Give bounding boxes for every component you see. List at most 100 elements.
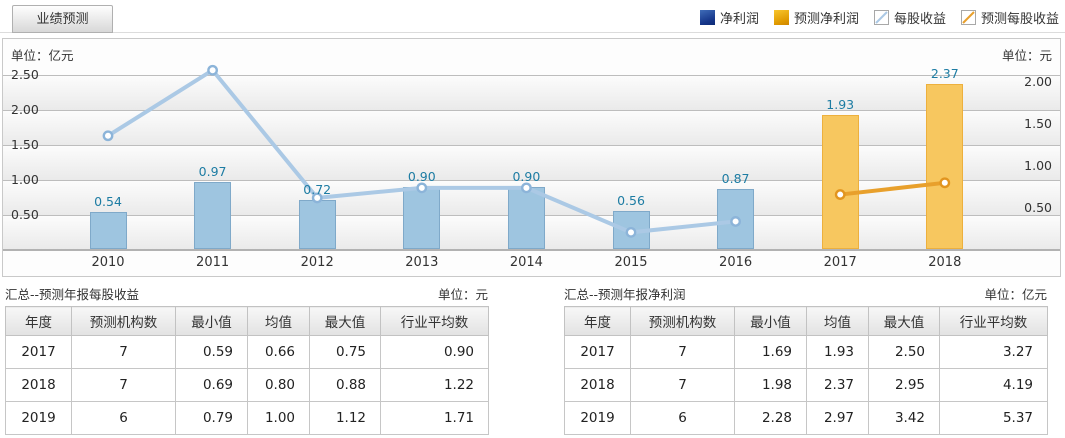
x-axis-label-2012: 2012 bbox=[300, 255, 334, 270]
chart-legend: 净利润 预测净利润 每股收益 预测每股收益 bbox=[699, 8, 1059, 27]
plot-band bbox=[3, 76, 1060, 110]
legend-item-forecast-net-profit[interactable]: 预测净利润 bbox=[773, 8, 859, 27]
table-row: 2019 6 0.79 1.00 1.12 1.71 bbox=[5, 401, 489, 435]
net-profit-bar-2013 bbox=[403, 187, 441, 249]
tab-performance-forecast[interactable]: 业绩预测 bbox=[12, 5, 113, 33]
table-row: 2018 7 1.98 2.37 2.95 4.19 bbox=[564, 368, 1048, 402]
bar-value-label: 0.72 bbox=[303, 181, 332, 197]
column-header: 年度 bbox=[564, 306, 631, 336]
net-profit-forecast-table: 年度 预测机构数 最小值 均值 最大值 行业平均数 2017 7 1.69 1.93 2.50 3.2… bbox=[564, 306, 1048, 435]
table-row: 2017 7 0.59 0.66 0.75 0.90 bbox=[5, 335, 489, 369]
column-header: 最大值 bbox=[868, 306, 940, 336]
column-header: 最小值 bbox=[734, 306, 807, 336]
table-cell: 5.37 bbox=[939, 401, 1048, 435]
gridline bbox=[3, 145, 1060, 146]
left-axis-tick-label: 2.00 bbox=[11, 102, 39, 117]
table-cell: 2018 bbox=[5, 368, 72, 402]
right-axis-unit-label: 单位：元 bbox=[1001, 48, 1052, 63]
eps-marker bbox=[207, 64, 219, 76]
net-profit-bar-2016 bbox=[717, 189, 755, 249]
bar-value-label: 0.90 bbox=[512, 169, 541, 184]
net-profit-swatch-icon bbox=[699, 10, 715, 25]
legend-label: 预测每股收益 bbox=[980, 12, 1059, 27]
table-title: 汇总--预测年报净利润 bbox=[564, 286, 686, 302]
table-cell: 3.42 bbox=[868, 401, 940, 435]
eps-forecast-summary: 汇总--预测年报每股收益 单位：元 年度 预测机构数 最小值 均值 最大值 行业平均数 20… bbox=[5, 280, 489, 435]
table-cell: 3.27 bbox=[939, 335, 1048, 369]
table-cell: 1.93 bbox=[806, 335, 869, 369]
table-cell: 1.12 bbox=[309, 401, 381, 435]
eps-forecast-table: 年度 预测机构数 最小值 均值 最大值 行业平均数 2017 7 0.59 0.66 0.75 0.9… bbox=[5, 306, 489, 435]
table-cell: 2.37 bbox=[806, 368, 869, 402]
column-header: 年度 bbox=[5, 306, 72, 336]
forecast-net-profit-bar-2018 bbox=[926, 84, 964, 249]
legend-label: 预测净利润 bbox=[793, 12, 859, 27]
table-cell: 0.90 bbox=[380, 335, 489, 369]
x-axis-label-2017: 2017 bbox=[823, 255, 857, 270]
table-cell: 1.00 bbox=[247, 401, 310, 435]
right-axis-tick-label: 1.50 bbox=[1024, 116, 1052, 131]
table-row: 2019 6 2.28 2.97 3.42 5.37 bbox=[564, 401, 1048, 435]
table-cell: 0.80 bbox=[247, 368, 310, 402]
column-header: 最小值 bbox=[175, 306, 248, 336]
bar-value-label: 0.54 bbox=[94, 194, 122, 210]
bar-value-label: 0.56 bbox=[617, 192, 645, 208]
table-cell: 0.69 bbox=[175, 368, 248, 402]
table-cell: 7 bbox=[630, 335, 735, 369]
table-cell: 0.79 bbox=[175, 401, 248, 435]
x-axis-label-2010: 2010 bbox=[91, 255, 125, 270]
left-axis-tick-label: 1.00 bbox=[11, 172, 39, 187]
x-axis-label-2014: 2014 bbox=[509, 255, 543, 270]
x-axis-label-2016: 2016 bbox=[719, 255, 753, 270]
x-axis-line bbox=[3, 249, 1060, 251]
forecast-eps-line-swatch-icon bbox=[960, 10, 976, 25]
table-cell: 1.22 bbox=[380, 368, 489, 402]
x-axis-label-2018: 2018 bbox=[928, 255, 962, 270]
bar-value-label: 0.97 bbox=[198, 164, 227, 180]
x-axis-label-2015: 2015 bbox=[614, 255, 648, 270]
table-title: 汇总--预测年报每股收益 bbox=[5, 286, 140, 302]
forecast-net-profit-bar-2017 bbox=[821, 114, 859, 249]
table-cell: 4.19 bbox=[939, 368, 1048, 402]
net-profit-bar-2015 bbox=[612, 210, 650, 249]
tab-label: 业绩预测 bbox=[36, 12, 89, 27]
right-axis-tick-label: 2.00 bbox=[1024, 74, 1052, 89]
table-cell: 1.98 bbox=[734, 368, 807, 402]
table-cell: 2.28 bbox=[734, 401, 807, 435]
column-header: 均值 bbox=[247, 306, 310, 336]
gridline bbox=[3, 75, 1060, 76]
table-row: 2017 7 1.69 1.93 2.50 3.27 bbox=[564, 335, 1048, 369]
table-cell: 2019 bbox=[564, 401, 631, 435]
plot-band bbox=[3, 111, 1060, 145]
x-axis-label-2013: 2013 bbox=[405, 255, 439, 270]
table-cell: 7 bbox=[71, 368, 176, 402]
table-cell: 6 bbox=[630, 401, 735, 435]
net-profit-bar-2011 bbox=[194, 182, 232, 249]
column-header: 行业平均数 bbox=[939, 306, 1048, 336]
table-cell: 2017 bbox=[5, 335, 72, 369]
bar-value-label: 2.37 bbox=[930, 66, 959, 82]
tab-strip-divider bbox=[0, 32, 1065, 33]
table-cell: 0.75 bbox=[309, 335, 381, 369]
legend-label: 净利润 bbox=[719, 12, 759, 27]
bar-value-label: 1.93 bbox=[826, 96, 855, 112]
column-header: 预测机构数 bbox=[630, 306, 735, 336]
table-cell: 2017 bbox=[564, 335, 631, 369]
column-header: 行业平均数 bbox=[380, 306, 489, 336]
column-header: 最大值 bbox=[309, 306, 381, 336]
legend-item-eps[interactable]: 每股收益 bbox=[873, 8, 946, 27]
right-axis-tick-label: 0.50 bbox=[1024, 200, 1052, 215]
table-cell: 6 bbox=[71, 401, 176, 435]
legend-item-net-profit[interactable]: 净利润 bbox=[699, 8, 759, 27]
table-cell: 2.50 bbox=[868, 335, 940, 369]
legend-item-forecast-eps[interactable]: 预测每股收益 bbox=[960, 8, 1059, 27]
table-cell: 0.59 bbox=[175, 335, 248, 369]
net-profit-bar-2012 bbox=[298, 199, 336, 249]
table-cell: 1.71 bbox=[380, 401, 489, 435]
forecast-chart-panel: 单位：亿元 单位：元 2.50 2.00 1.50 1.00 0.50 2.00 1.50 1… bbox=[2, 38, 1061, 277]
table-cell: 2.95 bbox=[868, 368, 940, 402]
left-axis-tick-label: 1.50 bbox=[11, 137, 39, 152]
left-axis-tick-label: 0.50 bbox=[11, 207, 39, 222]
forecast-net-profit-swatch-icon bbox=[773, 10, 789, 25]
table-cell: 2019 bbox=[5, 401, 72, 435]
